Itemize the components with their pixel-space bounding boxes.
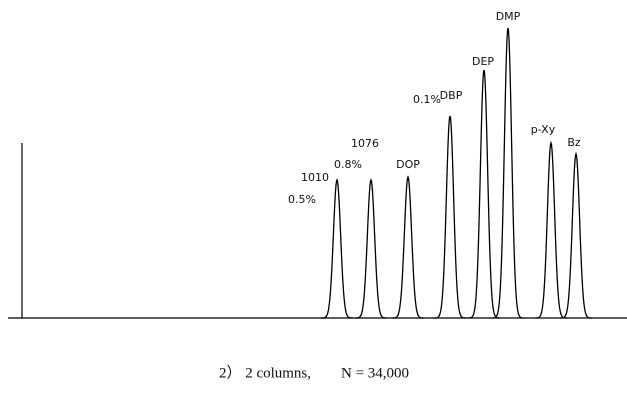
peak-label: DOP	[396, 158, 420, 171]
peak-label: 1076	[351, 137, 379, 150]
peak-label: 1010	[301, 171, 329, 184]
annotation: 0.8%	[334, 158, 362, 171]
peak-label: DMP	[496, 10, 521, 23]
peak	[355, 178, 387, 319]
peak	[321, 178, 353, 319]
peak	[433, 115, 467, 319]
peak	[534, 140, 568, 319]
peak-label: DEP	[472, 55, 494, 68]
peak-label: DBP	[440, 89, 463, 102]
peak	[491, 27, 525, 319]
caption: 2） 2 columns, N = 34,000	[219, 364, 409, 381]
peak	[559, 151, 593, 319]
peak	[392, 175, 424, 319]
peak-label: Bz	[567, 136, 581, 149]
peak-label: p-Xy	[531, 123, 556, 136]
annotation: 0.1%	[413, 93, 441, 106]
peak	[467, 69, 501, 319]
annotation: 0.5%	[288, 193, 316, 206]
